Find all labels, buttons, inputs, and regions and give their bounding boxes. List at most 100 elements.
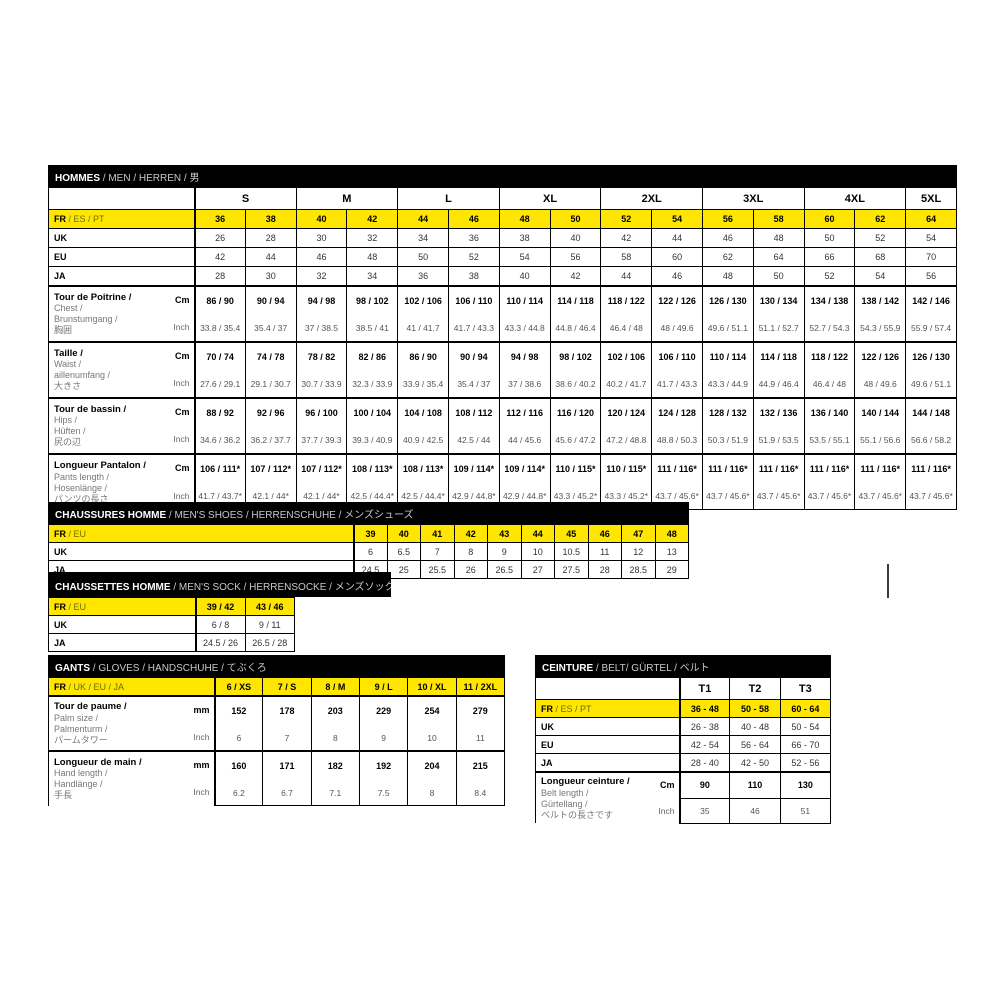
- measure-value-cm: 94 / 98: [498, 341, 551, 371]
- size-value-cell: 42: [600, 228, 653, 248]
- size-value-cell: 48: [654, 524, 689, 543]
- corner-cell: [48, 187, 196, 210]
- row-label: FR / ES / PT: [535, 699, 681, 718]
- measure-value-inch: 7.5: [358, 780, 409, 806]
- section-header-bar: HOMMES / MEN / HERREN / 男: [48, 165, 957, 187]
- section-men-shoes: CHAUSSURES HOMME / MEN'S SHOES / HERRENS…: [48, 502, 689, 579]
- size-value-cell: 32: [295, 266, 348, 287]
- size-value-cell: 26 - 38: [678, 717, 731, 736]
- measure-value-cm: 130: [779, 771, 832, 798]
- measure-value-cm: 178: [262, 695, 312, 725]
- size-value-cell: 44: [520, 524, 555, 543]
- measure-value-cm: 132 / 136: [752, 397, 805, 427]
- unit-label-top: Cm: [174, 463, 190, 474]
- measure-value-inch: 37.7 / 39.3: [295, 427, 348, 455]
- size-value-cell: 56: [905, 266, 957, 287]
- measure-value-cm: 130 / 134: [752, 285, 805, 315]
- measure-value-inch: 41.7 / 43.3: [651, 371, 703, 399]
- measure-value-cm: 229: [358, 695, 409, 725]
- measure-value-inch: 46: [729, 797, 781, 824]
- size-value-cell: 70: [905, 247, 957, 267]
- measure-value-cm: 100 / 104: [346, 397, 399, 427]
- measure-label-primary: Taille /: [54, 347, 83, 359]
- measure-value-inch: 43.3 / 44.9: [701, 371, 754, 399]
- size-value-cell: 66 - 70: [779, 735, 832, 754]
- measure-value-cm: 122 / 126: [854, 341, 907, 371]
- measure-value-inch: 53.5 / 55.1: [803, 427, 856, 455]
- size-value-cell: 42: [346, 209, 399, 229]
- section-men-socks: CHAUSSETTES HOMME / MEN'S SOCK / HERRENS…: [48, 572, 391, 652]
- size-value-cell: 46: [651, 266, 703, 287]
- measure-value-cm: 192: [358, 750, 409, 780]
- measure-label: Longueur Pantalon / Pants length / Hosenlä…: [48, 453, 196, 510]
- size-value-cell: 6 / XS: [213, 677, 264, 697]
- size-value-cell: 13: [654, 542, 689, 561]
- measure-value-cm: 107 / 112*: [244, 453, 297, 483]
- size-value-cell: 44: [651, 228, 703, 248]
- row-label-primary: FR: [54, 601, 66, 612]
- row-label: JA: [48, 633, 197, 652]
- table-row: JA 28 - 40 42 - 50 52 - 56: [535, 753, 832, 773]
- size-group-row: S M L XL 2XL 3XL 4XL 5XL: [48, 187, 957, 210]
- size-value-cell: 48: [346, 247, 399, 267]
- measure-value-inch: 38.6 / 40.2: [549, 371, 602, 399]
- unit-label-bottom: Inch: [193, 731, 210, 742]
- measure-value-cm: 171: [262, 750, 312, 780]
- measure-value-inch: 46.4 / 48: [600, 315, 653, 343]
- size-value-cell: 40: [386, 524, 421, 543]
- size-group-header: 3XL: [701, 187, 805, 210]
- size-value-cell: 42 - 54: [678, 735, 731, 754]
- measure-value-cm: 279: [455, 695, 506, 725]
- size-value-cell: 52: [854, 228, 907, 248]
- section-belt: CEINTURE / BELT/ GÜRTEL / ベルト T1 T2 T3 FR /…: [535, 655, 832, 824]
- measure-value-cm: 140 / 144: [854, 397, 907, 427]
- measure-label-translation: ベルトの長さです: [541, 809, 614, 820]
- measure-value-cm: 128 / 132: [701, 397, 754, 427]
- size-value-cell: 42: [194, 247, 246, 267]
- size-value-cell: 43: [487, 524, 522, 543]
- measure-row-primary: Longueur de main / Hand length / Handlänge…: [48, 750, 506, 806]
- unit-labels: mm Inch: [193, 698, 210, 750]
- size-value-cell: 54: [498, 247, 551, 267]
- measure-value-cm: 102 / 106: [397, 285, 449, 315]
- measure-label: Taille / Waist / aillenumfang / 大きさ Cm Inch: [48, 341, 196, 398]
- measure-value-inch: 43.3 / 44.8: [498, 315, 551, 343]
- measure-label-translation: Waist /: [54, 359, 82, 370]
- size-value-cell: 54: [854, 266, 907, 287]
- size-group-header: 5XL: [905, 187, 957, 210]
- measure-value-cm: 92 / 96: [244, 397, 297, 427]
- row-label-primary: FR: [54, 681, 66, 692]
- measure-value-inch: 6: [213, 725, 264, 752]
- size-value-cell: 50 - 58: [729, 699, 781, 718]
- measure-value-cm: 111 / 116*: [803, 453, 856, 483]
- row-label-primary: EU: [541, 739, 554, 750]
- size-value-cell: 42: [453, 524, 488, 543]
- measure-value-cm: 110 / 114: [701, 341, 754, 371]
- belt-table: T1 T2 T3 FR / ES / PT 36 - 48 50 - 58 60 - 64 U…: [535, 677, 832, 824]
- size-value-cell: 58: [600, 247, 653, 267]
- measure-value-cm: 110 / 115*: [549, 453, 602, 483]
- measure-value-inch: 43.7 / 45.6*: [701, 483, 754, 510]
- size-group-header: S: [194, 187, 297, 210]
- measure-value-inch: 40.9 / 42.5: [397, 427, 449, 455]
- row-label-primary: UK: [541, 721, 554, 732]
- table-row: EU 42 44 46 48 50 52 54 56 58 60 62 64 66 68 70: [48, 247, 957, 267]
- table-row: FR / EU 39 / 42 43 / 46: [48, 597, 295, 616]
- size-value-cell: 8 / M: [310, 677, 360, 697]
- measure-value-cm: 111 / 116*: [752, 453, 805, 483]
- size-value-cell: 50: [752, 266, 805, 287]
- measure-label-lines: Longueur de main / Hand length / Handlänge…: [54, 757, 209, 801]
- measure-label-translation: Hosenlänge /: [54, 482, 108, 493]
- measure-value-inch: 29.1 / 30.7: [244, 371, 297, 399]
- size-value-cell: 48: [701, 266, 754, 287]
- size-value-cell: 62: [854, 209, 907, 229]
- measure-value-inch: 52.7 / 54.3: [803, 315, 856, 343]
- section-title: CHAUSSETTES HOMME: [55, 582, 171, 593]
- measure-label-primary: Tour de Poitrine /: [54, 291, 132, 303]
- size-value-cell: 24.5 / 26: [195, 633, 246, 652]
- row-label: UK: [48, 542, 355, 561]
- unit-label-bottom: Inch: [173, 322, 190, 333]
- corner-cell: [535, 677, 681, 700]
- measure-value-cm: 204: [407, 750, 457, 780]
